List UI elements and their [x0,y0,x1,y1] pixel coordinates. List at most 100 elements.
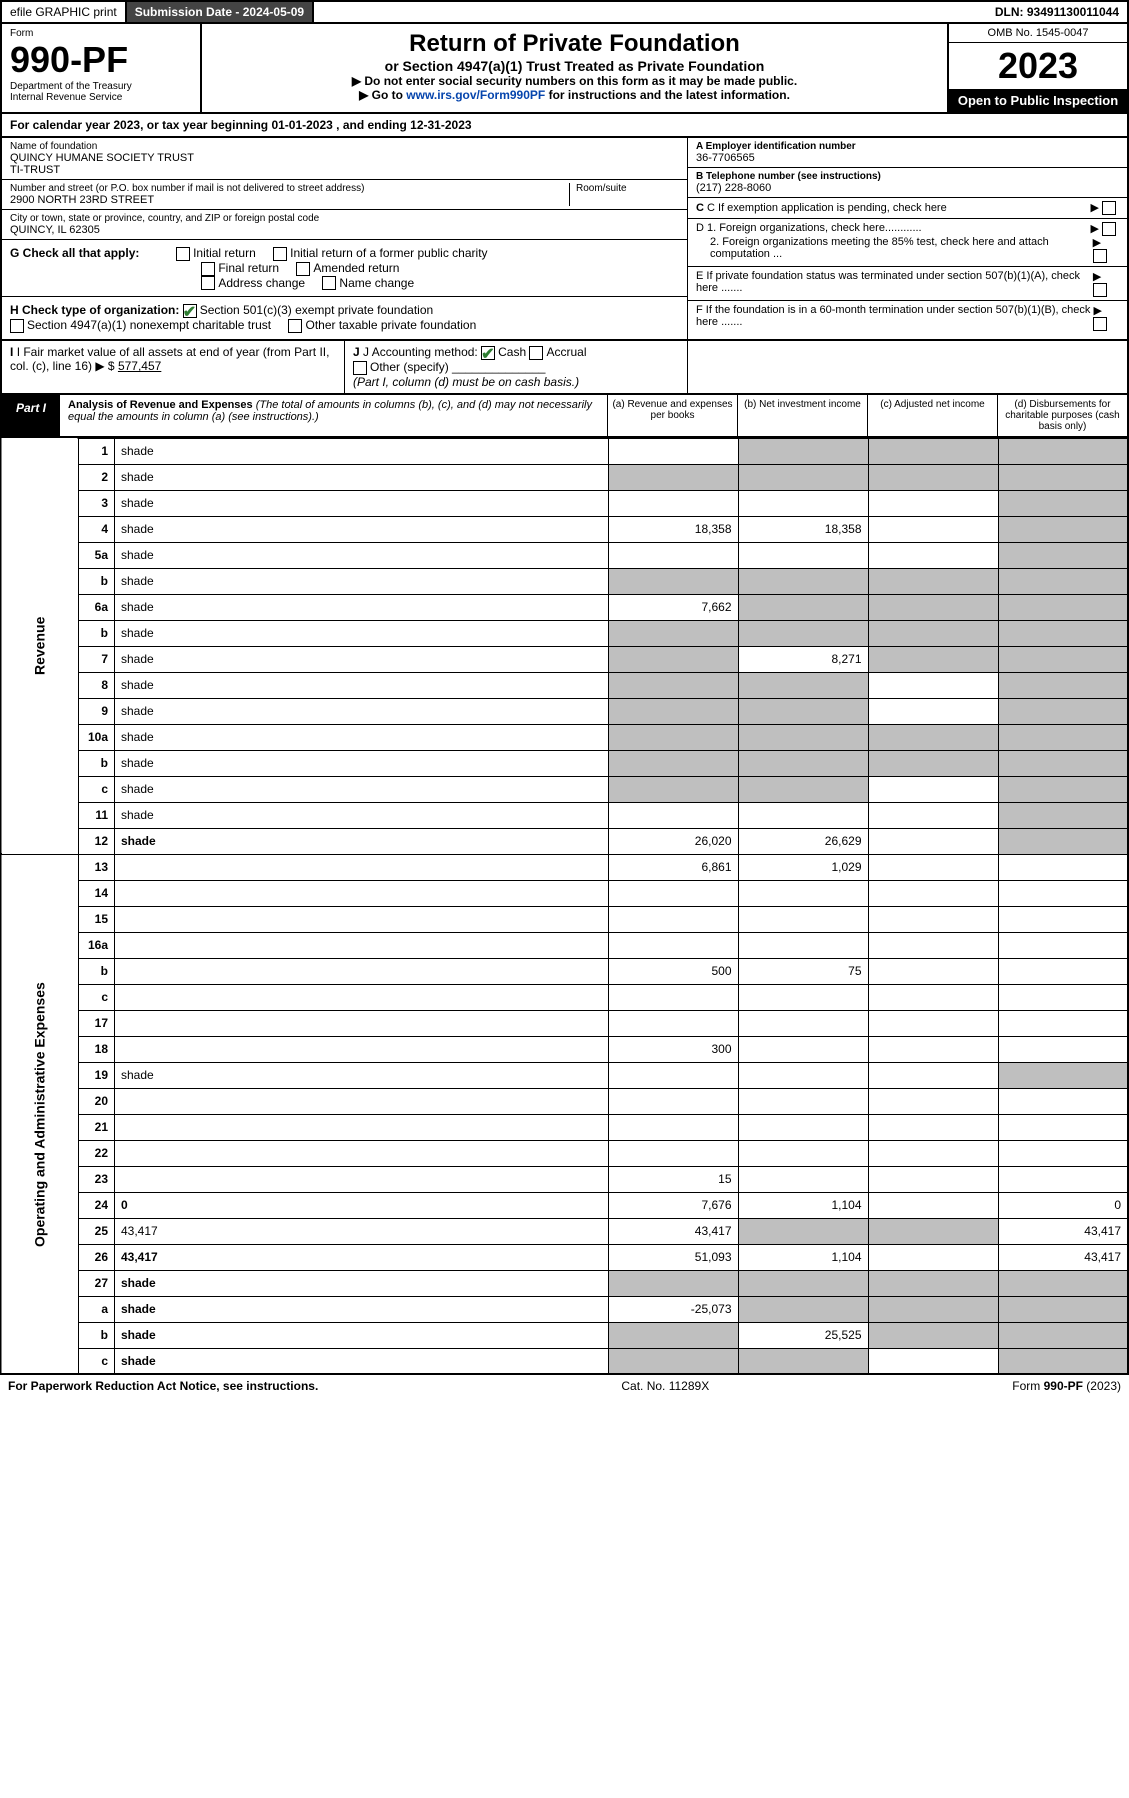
cell-d [998,984,1128,1010]
cell-b [738,594,868,620]
section-g: G Check all that apply: Initial return I… [2,240,687,296]
cell-a: 500 [608,958,738,984]
c-checkbox[interactable]: ▶ [1090,201,1119,215]
g-address[interactable]: Address change [201,276,305,290]
col-b-header: (b) Net investment income [737,395,867,436]
table-row: b50075 [1,958,1128,984]
line-number: c [79,1348,115,1374]
cell-c [868,1062,998,1088]
line-number: b [79,620,115,646]
table-row: 2315 [1,1166,1128,1192]
line-description: shade [115,724,609,750]
omb-number: OMB No. 1545-0047 [949,24,1127,43]
entity-info: Name of foundation QUINCY HUMANE SOCIETY… [0,138,1129,341]
table-row: 2407,6761,1040 [1,1192,1128,1218]
table-row: 19shade [1,1062,1128,1088]
d2-checkbox[interactable]: ▶ [1093,236,1119,263]
city-state-zip: QUINCY, IL 62305 [10,224,679,236]
cell-c [868,672,998,698]
f-checkbox[interactable]: ▶ [1093,304,1119,331]
j-label: J Accounting method: [363,345,478,359]
cell-a [608,802,738,828]
cell-c [868,958,998,984]
cell-d [998,516,1128,542]
g-initial[interactable]: Initial return [176,246,256,260]
topbar: efile GRAPHIC print Submission Date - 20… [0,0,1129,24]
cell-c [868,568,998,594]
line-number: b [79,1322,115,1348]
h-4947[interactable]: Section 4947(a)(1) nonexempt charitable … [10,318,271,332]
cell-b [738,984,868,1010]
cell-b: 25,525 [738,1322,868,1348]
name-label: Name of foundation [10,141,679,152]
revenue-side-label: Revenue [1,438,79,854]
table-row: 4shade18,35818,358 [1,516,1128,542]
j-other[interactable]: Other (specify) [353,360,449,374]
g-initial-former[interactable]: Initial return of a former public charit… [273,246,487,260]
form990pf-link[interactable]: www.irs.gov/Form990PF [406,88,545,102]
cell-d [998,776,1128,802]
cell-b [738,750,868,776]
cell-d [998,620,1128,646]
h-501c3[interactable]: Section 501(c)(3) exempt private foundat… [183,303,433,317]
cell-d [998,542,1128,568]
section-h: H Check type of organization: Section 50… [2,296,687,339]
d1-checkbox[interactable]: ▶ [1090,222,1119,236]
cell-d [998,464,1128,490]
line-description [115,958,609,984]
line-number: 4 [79,516,115,542]
cell-a [608,698,738,724]
j-cash[interactable]: Cash [481,345,526,359]
table-row: 11shade [1,802,1128,828]
cell-d [998,958,1128,984]
table-row: cshade [1,776,1128,802]
table-row: 21 [1,1114,1128,1140]
table-row: bshade [1,568,1128,594]
table-row: Operating and Administrative Expenses136… [1,854,1128,880]
e-checkbox[interactable]: ▶ [1093,270,1119,297]
cell-c [868,1114,998,1140]
table-row: bshade25,525 [1,1322,1128,1348]
h-other-taxable[interactable]: Other taxable private foundation [288,318,476,332]
cell-c [868,776,998,802]
j-accrual[interactable]: Accrual [529,345,586,359]
cell-a [608,724,738,750]
line-number: c [79,776,115,802]
cell-b [738,698,868,724]
cell-d [998,1296,1128,1322]
cell-a: 18,358 [608,516,738,542]
g-amended[interactable]: Amended return [296,261,399,275]
form-note2: ▶ Go to www.irs.gov/Form990PF for instru… [208,88,941,102]
cell-b [738,1088,868,1114]
line-number: 6a [79,594,115,620]
g-final[interactable]: Final return [201,261,279,275]
h-label: H Check type of organization: [10,303,179,317]
col-a-header: (a) Revenue and expenses per books [607,395,737,436]
cell-d [998,750,1128,776]
table-row: 5ashade [1,542,1128,568]
table-row: 7shade8,271 [1,646,1128,672]
phone-label: B Telephone number (see instructions) [696,171,1119,182]
g-name[interactable]: Name change [322,276,414,290]
line-description [115,880,609,906]
line-description: shade [115,438,609,464]
e-label: E If private foundation status was termi… [696,270,1093,297]
line-number: 22 [79,1140,115,1166]
form-number: 990-PF [10,39,192,81]
table-row: bshade [1,750,1128,776]
cell-a [608,750,738,776]
line-description: shade [115,1296,609,1322]
cell-c [868,828,998,854]
line-description [115,854,609,880]
cell-d [998,1270,1128,1296]
cell-d [998,854,1128,880]
d2-label: 2. Foreign organizations meeting the 85%… [710,236,1093,263]
line-description: shade [115,828,609,854]
cell-a [608,1010,738,1036]
line-number: 13 [79,854,115,880]
line-description [115,1140,609,1166]
cell-b [738,490,868,516]
cell-d [998,906,1128,932]
line-number: 8 [79,672,115,698]
cell-c [868,646,998,672]
